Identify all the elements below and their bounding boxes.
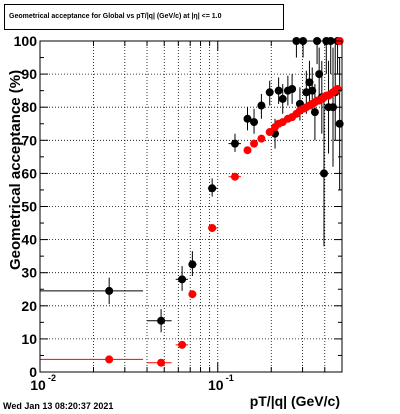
data-point: [308, 86, 317, 95]
data-point: [288, 84, 297, 93]
x-axis-label: pT/|q| (GeV/c): [250, 393, 340, 409]
data-point: [230, 172, 239, 181]
x-tick-label-exponent: -1: [226, 373, 234, 383]
data-point: [250, 118, 259, 127]
data-point: [178, 275, 187, 284]
y-axis-label: Geometrical acceptance (%): [7, 70, 24, 270]
y-tick-label: 30: [21, 265, 37, 281]
data-point: [278, 94, 287, 103]
data-point: [315, 70, 324, 79]
data-point: [243, 114, 252, 123]
data-point: [250, 139, 259, 148]
data-point: [178, 340, 187, 349]
data-layer: [40, 37, 344, 367]
y-tick-label: 10: [21, 331, 37, 347]
data-point: [157, 316, 166, 325]
data-point: [305, 78, 314, 87]
data-point: [265, 88, 274, 97]
x-tick-label: 10: [208, 377, 224, 393]
grid-layer: [40, 41, 343, 372]
y-tick-label: 0: [29, 364, 37, 380]
data-point: [274, 86, 283, 95]
y-tick-label: 100: [14, 33, 38, 49]
data-point: [257, 101, 266, 110]
y-tick-label: 50: [21, 199, 37, 215]
timestamp: Wed Jan 13 08:20:37 2021: [3, 401, 114, 411]
series-1: [40, 37, 344, 367]
data-point: [208, 184, 217, 193]
data-point: [257, 134, 266, 143]
y-tick-label: 80: [21, 99, 37, 115]
y-tick-label: 90: [21, 66, 37, 82]
data-point: [230, 139, 239, 148]
y-tick-label: 40: [21, 232, 37, 248]
data-point: [105, 286, 114, 295]
data-point: [265, 128, 274, 137]
y-tick-label: 60: [21, 165, 37, 181]
y-tick-label: 70: [21, 132, 37, 148]
data-point: [157, 358, 166, 367]
x-tick-label: 10: [30, 377, 46, 393]
data-point: [208, 224, 217, 233]
data-point: [105, 355, 114, 364]
data-point: [243, 146, 252, 155]
data-point: [188, 290, 197, 299]
data-point: [319, 169, 328, 178]
y-tick-label: 20: [21, 298, 37, 314]
series-0: [40, 37, 344, 333]
data-point: [310, 108, 319, 117]
data-point: [188, 260, 197, 269]
x-tick-label-exponent: -2: [48, 373, 56, 383]
data-point: [333, 84, 342, 93]
chart-title: Geometrical acceptance for Global vs pT/…: [4, 4, 284, 30]
